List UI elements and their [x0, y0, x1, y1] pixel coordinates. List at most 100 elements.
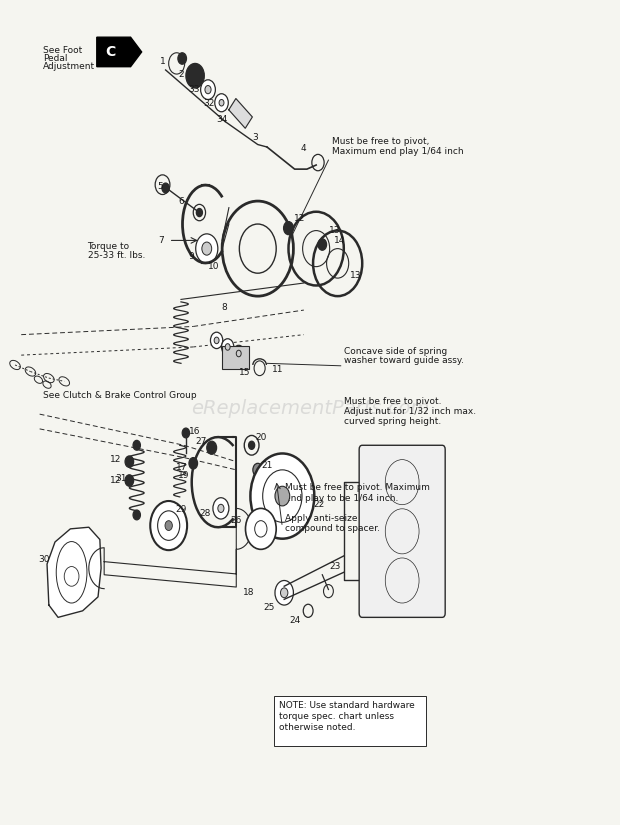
Circle shape: [125, 456, 134, 468]
Text: otherwise noted.: otherwise noted.: [279, 724, 356, 733]
Circle shape: [214, 337, 219, 344]
Circle shape: [219, 100, 224, 106]
Text: 30: 30: [38, 555, 50, 564]
Text: 12: 12: [294, 214, 305, 223]
Text: 17: 17: [177, 463, 188, 472]
Circle shape: [218, 504, 224, 512]
Circle shape: [182, 428, 190, 438]
Text: end play to be 1/64 inch.: end play to be 1/64 inch.: [285, 494, 399, 503]
Circle shape: [197, 209, 203, 217]
Circle shape: [246, 508, 276, 549]
Circle shape: [275, 486, 290, 506]
Text: C: C: [105, 45, 115, 59]
Text: 13: 13: [329, 226, 340, 235]
Circle shape: [202, 242, 211, 255]
Text: Must be free to pivot. Maximum: Must be free to pivot. Maximum: [285, 483, 430, 493]
Circle shape: [215, 94, 228, 111]
Text: 23: 23: [329, 562, 340, 571]
Text: Apply anti-seize: Apply anti-seize: [285, 514, 358, 523]
Circle shape: [213, 497, 229, 519]
Text: 8: 8: [221, 303, 227, 312]
Text: 18: 18: [243, 588, 254, 597]
Text: 5: 5: [157, 182, 163, 191]
Text: 9: 9: [188, 252, 194, 262]
Text: 31: 31: [115, 474, 127, 483]
Text: 28: 28: [200, 509, 211, 518]
Text: 10: 10: [208, 262, 219, 271]
Circle shape: [207, 441, 216, 455]
Circle shape: [189, 458, 198, 469]
Circle shape: [178, 53, 187, 64]
Text: compound to spacer.: compound to spacer.: [285, 525, 380, 533]
Circle shape: [280, 588, 288, 597]
Text: Must be free to pivot,: Must be free to pivot,: [332, 137, 429, 146]
Text: 12: 12: [110, 476, 121, 485]
Text: Adjustment: Adjustment: [43, 62, 95, 71]
Circle shape: [236, 351, 241, 356]
Circle shape: [210, 332, 223, 349]
Text: 6: 6: [178, 197, 184, 206]
Text: 15: 15: [239, 368, 250, 377]
Text: 19: 19: [179, 471, 190, 480]
Polygon shape: [47, 527, 101, 617]
Circle shape: [318, 238, 327, 250]
Text: NOTE: Use standard hardware: NOTE: Use standard hardware: [279, 700, 415, 710]
Circle shape: [196, 233, 218, 263]
Circle shape: [225, 344, 230, 351]
Text: 1: 1: [161, 57, 166, 66]
Text: 27: 27: [195, 436, 206, 446]
Circle shape: [250, 454, 314, 539]
Text: eReplacementParts.com: eReplacementParts.com: [191, 399, 429, 418]
Circle shape: [221, 339, 234, 355]
Circle shape: [201, 80, 215, 100]
Text: washer toward guide assy.: washer toward guide assy.: [344, 356, 464, 365]
Text: 14: 14: [334, 236, 345, 245]
Text: 29: 29: [175, 505, 187, 514]
Text: 34: 34: [216, 115, 227, 124]
Text: 11: 11: [272, 365, 284, 374]
Text: 12: 12: [110, 455, 121, 464]
Text: 32: 32: [203, 99, 215, 108]
Text: 20: 20: [256, 432, 267, 441]
Circle shape: [133, 510, 140, 520]
Text: 4: 4: [301, 144, 307, 153]
FancyBboxPatch shape: [275, 696, 425, 746]
FancyArrow shape: [97, 37, 141, 67]
Text: Torque to: Torque to: [87, 242, 130, 251]
Circle shape: [232, 346, 245, 361]
Text: 25-33 ft. lbs.: 25-33 ft. lbs.: [87, 251, 145, 260]
Text: 25: 25: [263, 603, 275, 612]
Text: 2: 2: [178, 70, 184, 79]
Circle shape: [283, 222, 293, 234]
Text: See Foot: See Foot: [43, 46, 82, 54]
Text: 24: 24: [289, 616, 300, 625]
Circle shape: [186, 64, 205, 88]
Text: 16: 16: [189, 427, 201, 436]
Text: Adjust nut for 1/32 inch max.: Adjust nut for 1/32 inch max.: [344, 408, 476, 416]
Text: 26: 26: [231, 516, 242, 526]
Text: Must be free to pivot.: Must be free to pivot.: [344, 398, 441, 406]
Text: See Clutch & Brake Control Group: See Clutch & Brake Control Group: [43, 391, 197, 400]
Circle shape: [253, 464, 263, 476]
FancyBboxPatch shape: [359, 446, 445, 617]
Text: 22: 22: [314, 500, 325, 509]
Text: Maximum end play 1/64 inch: Maximum end play 1/64 inch: [332, 148, 463, 157]
Text: 33: 33: [188, 85, 200, 94]
Circle shape: [165, 521, 172, 530]
Circle shape: [249, 441, 255, 450]
Circle shape: [205, 86, 211, 94]
Text: 7: 7: [159, 236, 164, 245]
Text: Concave side of spring: Concave side of spring: [344, 346, 447, 356]
Text: Pedal: Pedal: [43, 54, 67, 63]
Text: 3: 3: [252, 133, 257, 142]
Text: 21: 21: [261, 461, 273, 470]
Text: torque spec. chart unless: torque spec. chart unless: [279, 712, 394, 721]
Circle shape: [275, 581, 293, 605]
Circle shape: [133, 441, 140, 450]
Text: 13: 13: [350, 271, 362, 280]
Polygon shape: [229, 98, 252, 128]
Bar: [221, 346, 249, 369]
Circle shape: [162, 183, 169, 193]
Text: curved spring height.: curved spring height.: [344, 417, 441, 426]
Circle shape: [150, 501, 187, 550]
